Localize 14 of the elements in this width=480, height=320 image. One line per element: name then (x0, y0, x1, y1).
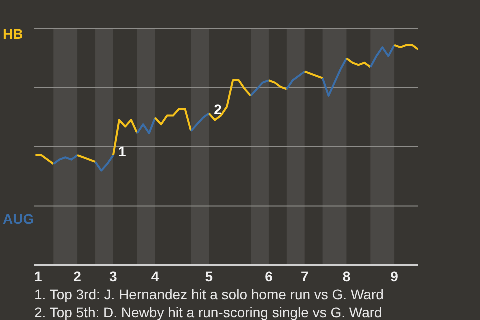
x-tick-label: 9 (390, 268, 399, 284)
annotation: 1 (118, 143, 126, 160)
x-tick-label: 3 (110, 268, 118, 284)
x-tick-label: 5 (205, 268, 214, 284)
x-tick-label: 8 (342, 268, 351, 284)
text: 1. Top 3rd: J. Hernandez hit a solo home run vs G. Ward (34, 286, 384, 302)
annotation: 2 (214, 102, 222, 118)
x-tick-label: 6 (265, 268, 274, 284)
text: HB (3, 26, 24, 42)
x-tick-label: 1 (34, 268, 42, 284)
text: AUG (3, 211, 34, 227)
x-tick-label: 7 (300, 268, 309, 284)
x-tick-label: 4 (151, 268, 160, 284)
x-tick-label: 2 (74, 268, 82, 284)
